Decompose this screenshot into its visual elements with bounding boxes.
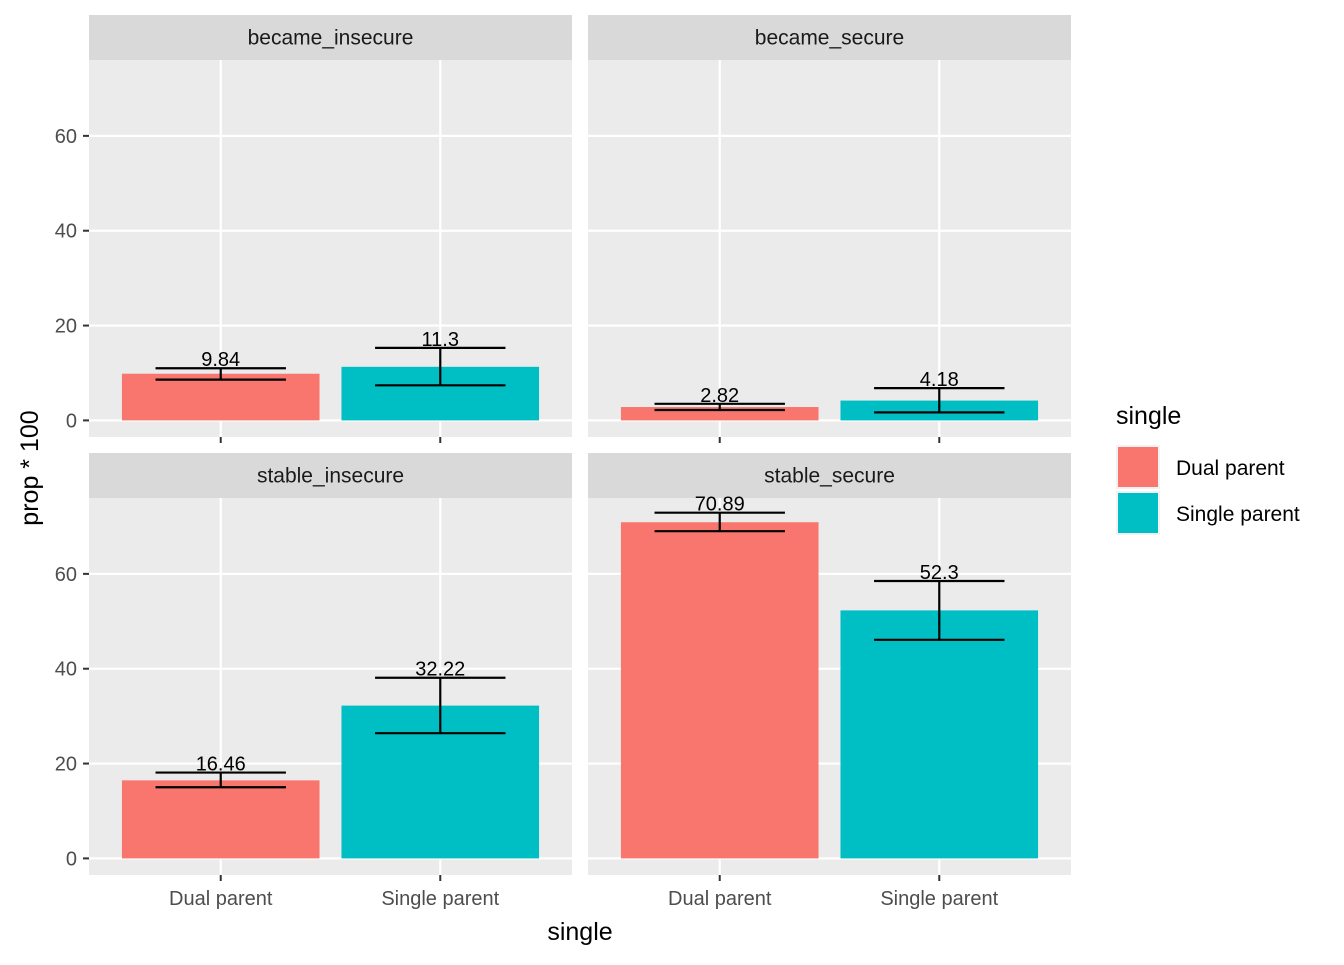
legend-title: single <box>1116 402 1181 430</box>
facet-became_secure: became_secure 2.82 4.18 <box>588 15 1071 437</box>
facet-strip-label: stable_insecure <box>257 465 404 488</box>
facet-strip <box>89 453 572 498</box>
facet-strip-label: became_secure <box>755 27 904 50</box>
bar-dual-parent <box>121 780 320 859</box>
bar-dual-parent <box>620 522 819 859</box>
facet-strip <box>588 15 1071 60</box>
y-tick-label: 40 <box>55 221 77 243</box>
y-tick-label: 20 <box>55 754 77 776</box>
legend-key-dual-parent <box>1118 447 1158 487</box>
x-tick-label: Dual parent <box>169 888 273 910</box>
data-label: 32.22 <box>415 659 465 681</box>
x-axis-title: single <box>547 918 612 946</box>
panel-background <box>588 60 1071 437</box>
data-label: 52.3 <box>920 562 959 584</box>
data-label: 2.82 <box>700 385 739 407</box>
legend: single Dual parent Single parent <box>1116 402 1300 535</box>
facet-panels: became_insecure 9.84 11.3 became_secure 2.82… <box>89 15 1071 875</box>
facet-strip <box>588 453 1071 498</box>
facet-stable_secure: stable_secure 70.89 52.3 <box>588 453 1071 875</box>
data-label: 16.46 <box>196 754 246 776</box>
x-tick-label: Dual parent <box>668 888 772 910</box>
axes: 0 20 40 60 0 20 40 60 Dual parent Single parent Du… <box>55 126 999 910</box>
facet-became_insecure: became_insecure 9.84 11.3 <box>89 15 572 437</box>
y-tick-label: 40 <box>55 659 77 681</box>
facet-strip-label: stable_secure <box>764 465 895 488</box>
y-tick-label: 60 <box>55 126 77 148</box>
data-label: 4.18 <box>920 369 959 391</box>
y-axis-title: prop * 100 <box>16 410 44 525</box>
facet-strip <box>89 15 572 60</box>
data-label: 9.84 <box>201 349 240 371</box>
data-label: 11.3 <box>422 329 459 351</box>
y-tick-label: 0 <box>66 410 77 432</box>
legend-label: Single parent <box>1176 503 1300 526</box>
bar-single-parent <box>840 610 1039 859</box>
x-tick-label: Single parent <box>880 888 998 910</box>
legend-key-single-parent <box>1118 493 1158 533</box>
bar-dual-parent <box>121 373 320 421</box>
y-tick-label: 60 <box>55 564 77 586</box>
facet-stable_insecure: stable_insecure 16.46 32.22 <box>89 453 572 875</box>
facet-strip-label: became_insecure <box>248 27 414 50</box>
legend-label: Dual parent <box>1176 457 1285 480</box>
data-label: 70.89 <box>695 494 745 516</box>
y-tick-label: 20 <box>55 316 77 338</box>
x-tick-label: Single parent <box>381 888 499 910</box>
y-tick-label: 0 <box>66 848 77 870</box>
